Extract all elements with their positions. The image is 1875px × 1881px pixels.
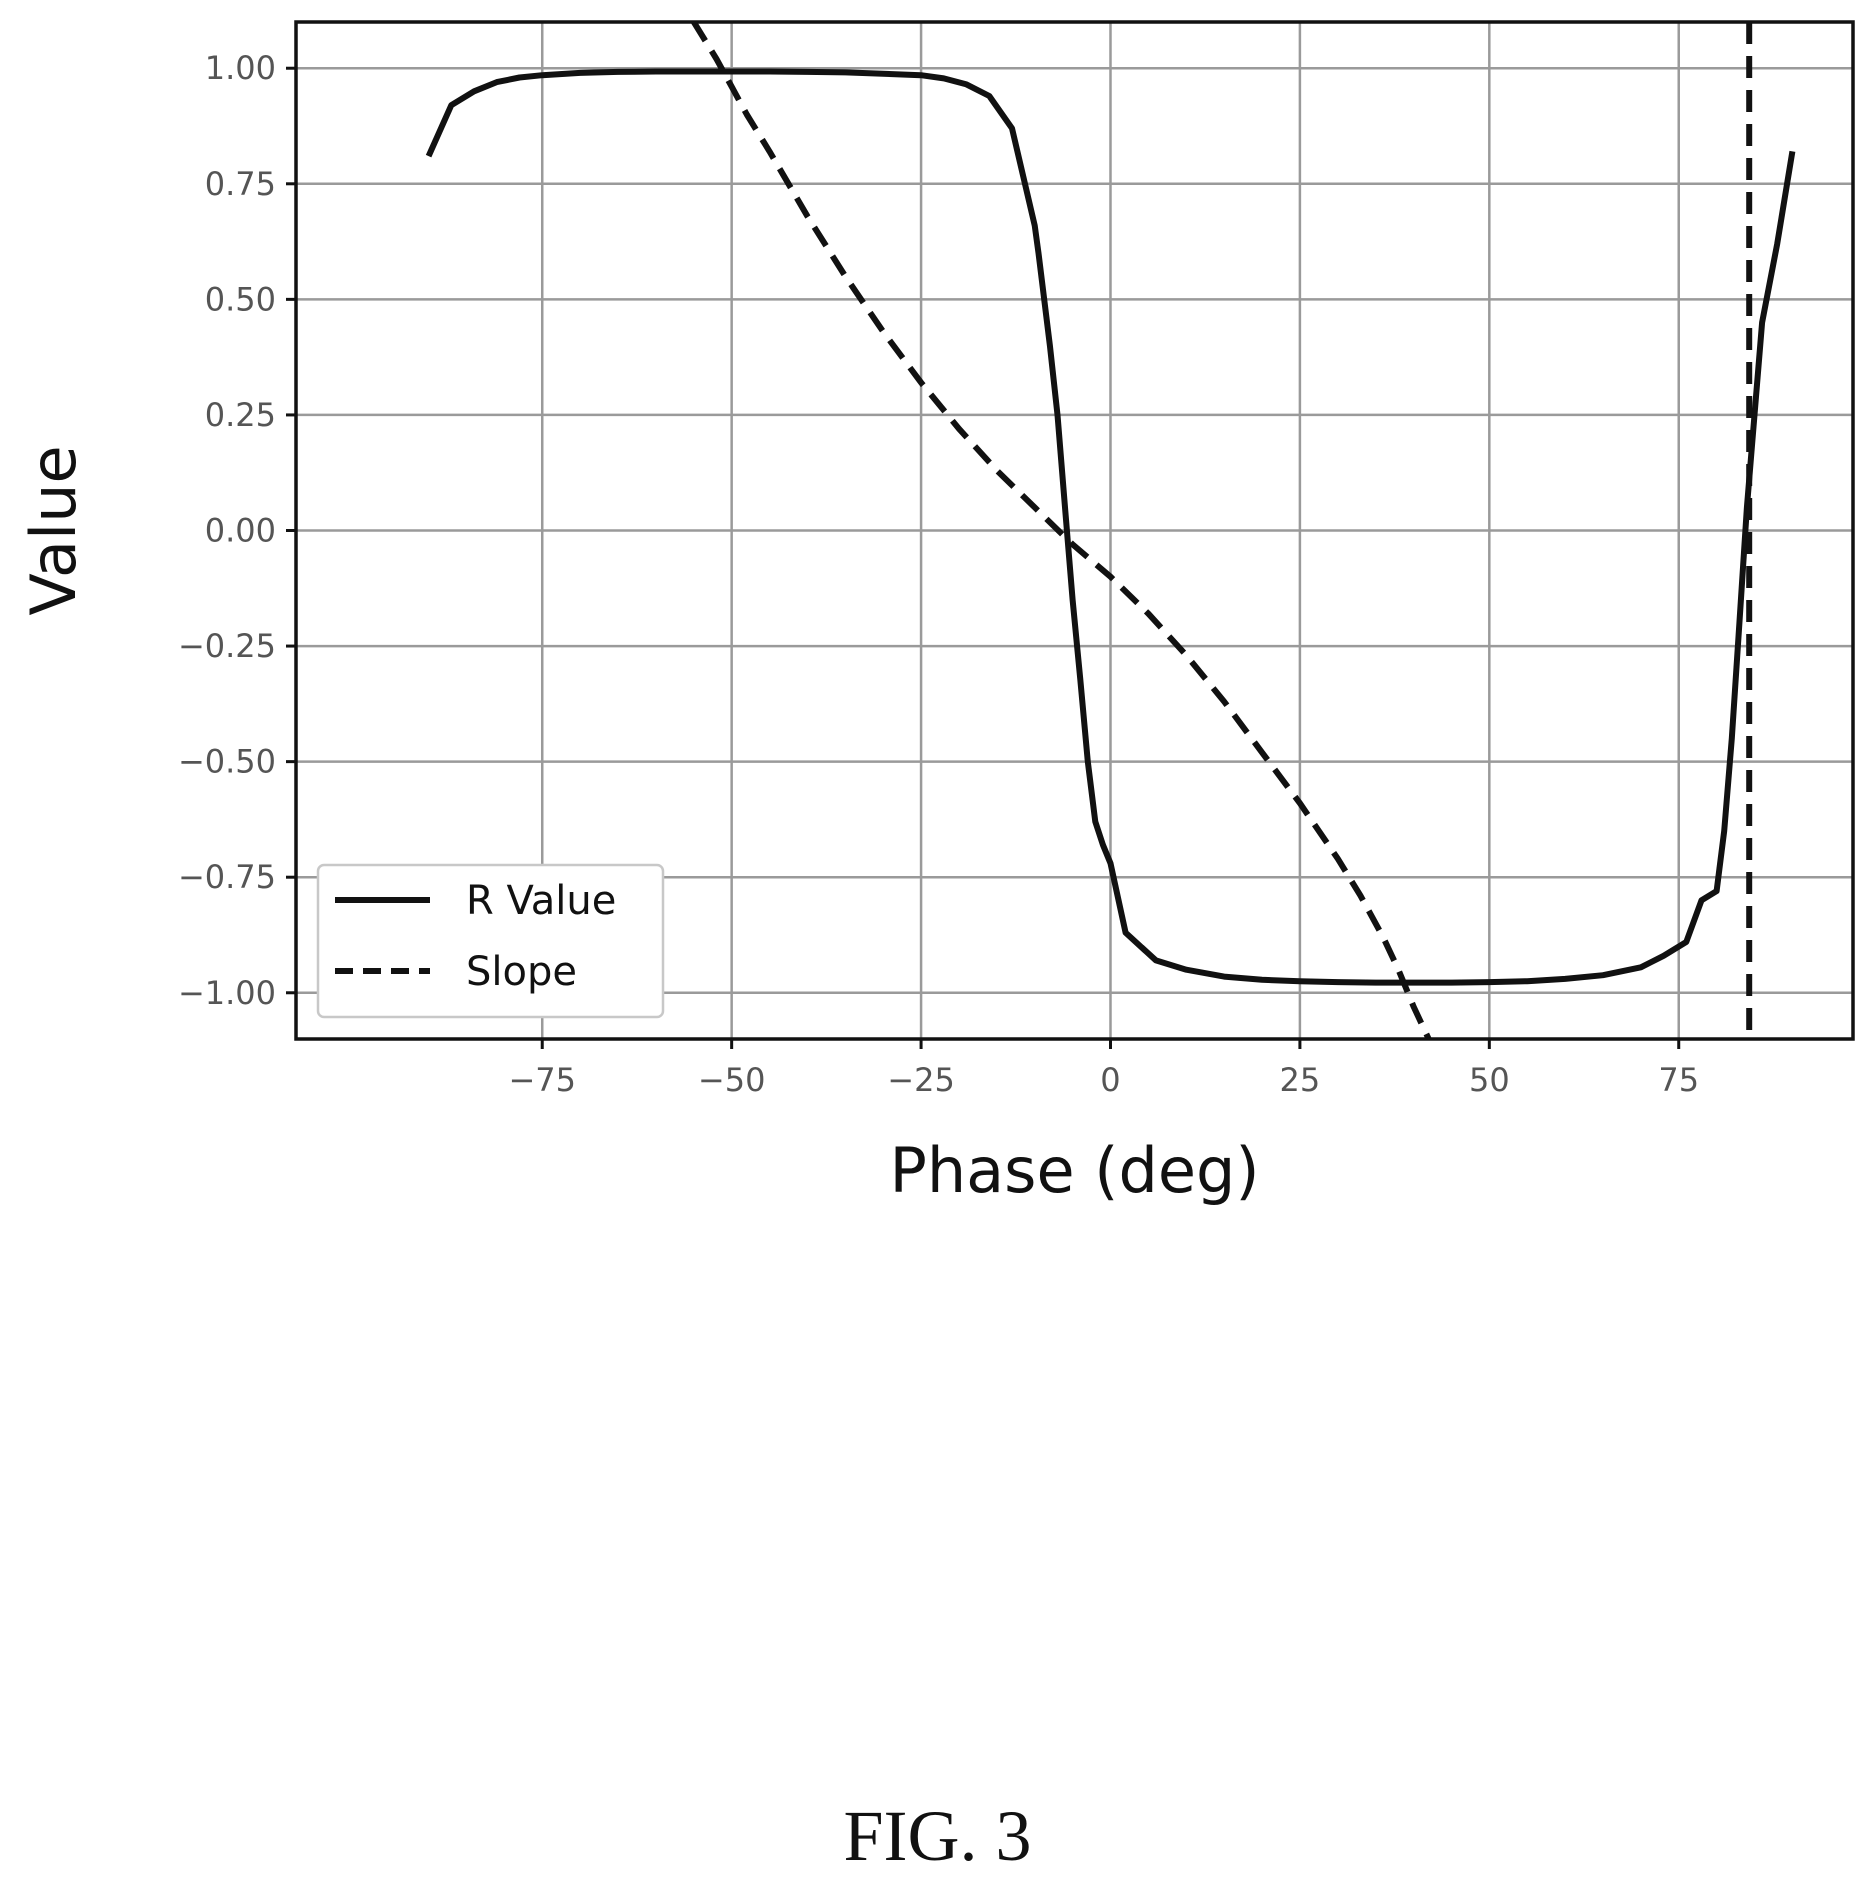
x-axis-label: Phase (deg): [889, 1134, 1259, 1207]
y-tick-label: 0.50: [205, 280, 276, 318]
y-tick-label: −0.75: [178, 858, 276, 896]
figure-caption: FIG. 3: [843, 1796, 1032, 1876]
legend-label-slope: Slope: [466, 949, 577, 995]
chart-series-layer: [425, 22, 1796, 1039]
x-tick-label: −75: [508, 1061, 576, 1099]
y-tick-label: −1.00: [178, 974, 276, 1012]
y-tick-label: 0.25: [205, 396, 276, 434]
x-tick-label: −50: [698, 1061, 766, 1099]
y-tick-label: 1.00: [205, 49, 276, 87]
x-tick-label: −25: [887, 1061, 955, 1099]
y-tick-label: 0.00: [205, 512, 276, 550]
x-tick-label: 25: [1280, 1061, 1321, 1099]
y-axis-label: Value: [17, 445, 90, 615]
legend-label-r-value: R Value: [466, 878, 616, 924]
x-tick-label: 0: [1100, 1061, 1120, 1099]
x-tick-label: 50: [1469, 1061, 1510, 1099]
chart-ticks: −75 −50 −25 0 25 50 75 1.00 0.75 0.50 0.25 0.00 −0.2…: [178, 49, 1699, 1099]
y-tick-label: −0.50: [178, 743, 276, 781]
y-tick-label: 0.75: [205, 165, 276, 203]
chart-legend: R Value Slope: [316, 863, 665, 1019]
x-tick-label: 75: [1658, 1061, 1699, 1099]
series-line-r-value: [425, 68, 1796, 986]
y-tick-label: −0.25: [178, 627, 276, 665]
series-line-slope: [691, 22, 1432, 1039]
